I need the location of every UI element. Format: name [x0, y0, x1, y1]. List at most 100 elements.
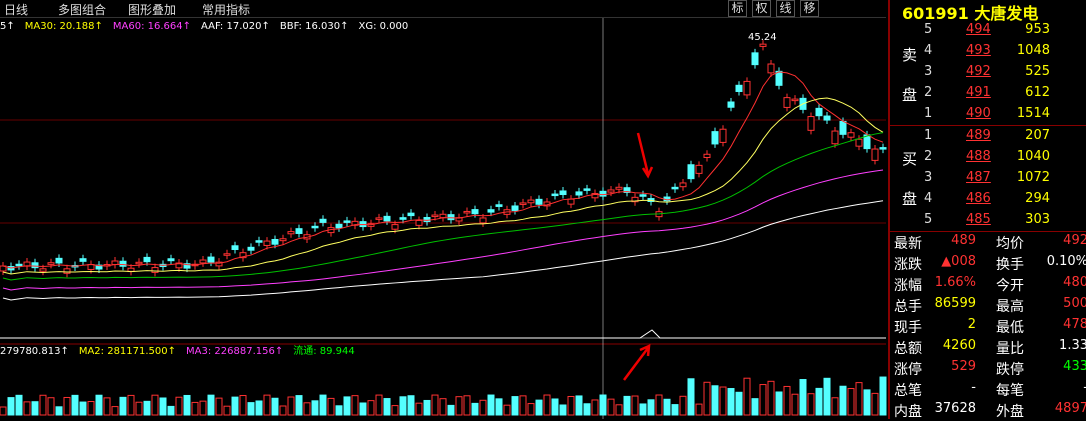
menu-item[interactable]: 日线 — [4, 3, 29, 17]
volume-bar — [623, 395, 631, 416]
stat-value: 480 — [1063, 275, 1086, 290]
candle — [287, 231, 295, 235]
candle — [175, 262, 183, 269]
stat-value: 489 — [951, 233, 976, 248]
volume-bar — [327, 397, 335, 416]
candle — [311, 225, 319, 229]
menu-item[interactable]: 多图组合 — [58, 3, 107, 17]
stat-value: 1.33 — [1059, 338, 1086, 353]
candle — [39, 268, 47, 272]
indicator-label: MA60: 16.664↑ — [113, 21, 191, 32]
volume-bar — [39, 394, 47, 416]
candle — [591, 193, 599, 199]
level: 3 — [924, 170, 933, 185]
candle — [879, 147, 887, 150]
price: 485 — [966, 212, 991, 227]
volume-bar — [519, 395, 527, 416]
candle — [127, 267, 135, 272]
volume-bar — [607, 398, 615, 416]
volume-bar — [319, 394, 327, 416]
candle — [519, 202, 527, 205]
candle — [703, 153, 711, 159]
stat-value: 37628 — [934, 401, 976, 416]
candle — [447, 214, 455, 221]
volume-bar — [703, 381, 711, 416]
candle — [471, 209, 479, 215]
level: 1 — [924, 128, 933, 143]
volume-bar — [759, 384, 767, 416]
quote-header: 601991 大唐发电 — [902, 4, 1039, 23]
volume-bar — [591, 399, 599, 416]
volume-bar — [671, 404, 679, 416]
tool-button[interactable]: 标 — [728, 0, 747, 17]
volume-bar — [71, 394, 79, 416]
candle — [207, 256, 215, 263]
level: 2 — [924, 149, 933, 164]
candle — [871, 148, 879, 161]
volume-bar — [567, 395, 575, 416]
side-label: 盘 — [902, 190, 918, 208]
candle — [335, 223, 343, 229]
tool-button[interactable]: 权 — [752, 0, 771, 17]
candle — [695, 164, 703, 174]
candle — [847, 132, 855, 138]
volume-bar — [767, 380, 775, 416]
stat-label: 跌停 — [996, 362, 1024, 378]
candle — [511, 205, 519, 211]
volume-bar — [543, 394, 551, 416]
volume-bar — [47, 397, 55, 416]
candle — [679, 182, 687, 188]
volume-bar — [159, 397, 167, 416]
volume: 525 — [1025, 64, 1050, 79]
candle — [623, 187, 631, 193]
volume-bar — [303, 402, 311, 416]
volume-bar — [279, 405, 287, 416]
candle — [535, 198, 543, 205]
volume-bar — [847, 388, 855, 416]
candle — [607, 189, 615, 193]
stat-value: 86599 — [934, 296, 976, 311]
volume-bar — [647, 399, 655, 416]
volume-bar — [351, 395, 359, 416]
volume-bar — [655, 394, 663, 416]
volume-bar — [0, 406, 7, 416]
candle — [415, 219, 423, 226]
candle — [791, 98, 799, 102]
menu-item[interactable]: 常用指标 — [202, 3, 251, 17]
stat-label: 涨停 — [894, 362, 922, 378]
candle — [55, 257, 63, 264]
volume-bar — [343, 396, 351, 416]
stat-label: 最高 — [996, 299, 1024, 315]
volume-bar — [695, 403, 703, 416]
candle — [751, 52, 759, 66]
volume-bar — [775, 391, 783, 416]
candle — [143, 256, 151, 263]
volume-bar — [143, 400, 151, 416]
tool-button[interactable]: 线 — [776, 0, 795, 17]
price: 488 — [966, 149, 991, 164]
stat-label: 最低 — [996, 320, 1024, 336]
candle — [151, 267, 159, 273]
candle — [783, 97, 791, 108]
candle — [375, 217, 383, 220]
volume-bar — [471, 402, 479, 416]
menu-item[interactable]: 图形叠加 — [128, 3, 177, 17]
candle — [559, 190, 567, 196]
volume-bar — [559, 404, 567, 416]
candle — [215, 261, 223, 267]
candle — [295, 228, 303, 234]
candle — [599, 190, 607, 197]
volume-bar — [551, 398, 559, 416]
volume-bar — [183, 394, 191, 416]
candle — [47, 262, 55, 265]
candle — [439, 213, 447, 219]
candle — [743, 80, 751, 96]
volume-bar — [511, 396, 519, 416]
tool-button[interactable]: 移 — [800, 0, 819, 17]
volume-bar — [63, 396, 71, 416]
volume-bar — [415, 402, 423, 416]
level: 5 — [924, 212, 933, 227]
moving-average — [2, 169, 884, 291]
candle — [199, 259, 207, 264]
volume-bar — [839, 385, 847, 416]
